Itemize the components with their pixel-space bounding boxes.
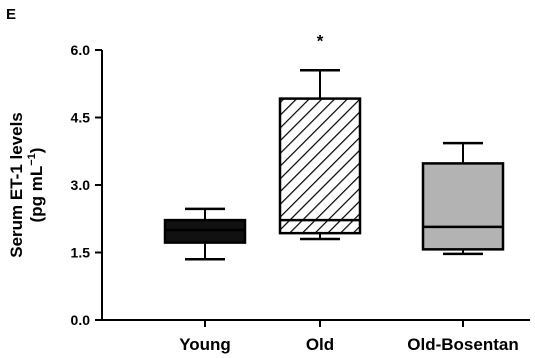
y-tick-label: 1.5 [71,245,91,261]
box-old-bosentan [421,141,505,256]
iqr-box [278,97,362,235]
y-axis-unit-superscript: −1 [26,153,38,166]
box-old: * [278,31,362,241]
y-axis-unit-prefix: (pg mL [27,166,46,223]
y-axis-label-line1: Serum ET-1 levels [7,112,26,258]
boxes-group: * [163,31,505,261]
panel-label: E [6,6,17,23]
axis-labels: Serum ET-1 levels (pg mL−1) [7,112,46,258]
y-tick-label: 6.0 [71,42,91,58]
x-tick-label: Young [179,335,231,354]
box-young [163,207,247,261]
y-tick-label: 0.0 [71,312,91,328]
x-tick-label: Old [306,335,334,354]
iqr-box [421,162,505,251]
y-axis-label-line2: (pg mL−1) [26,148,46,223]
significance-marker: * [317,31,324,50]
y-tick-label: 4.5 [71,110,91,126]
y-axis-unit-suffix: ) [27,148,46,154]
y-tick-label: 3.0 [71,177,91,193]
iqr-box [163,218,247,244]
axes: 0.0 1.5 3.0 4.5 6.0 Young Old Old-Bosentan [71,42,530,354]
x-tick-label: Old-Bosentan [407,335,518,354]
